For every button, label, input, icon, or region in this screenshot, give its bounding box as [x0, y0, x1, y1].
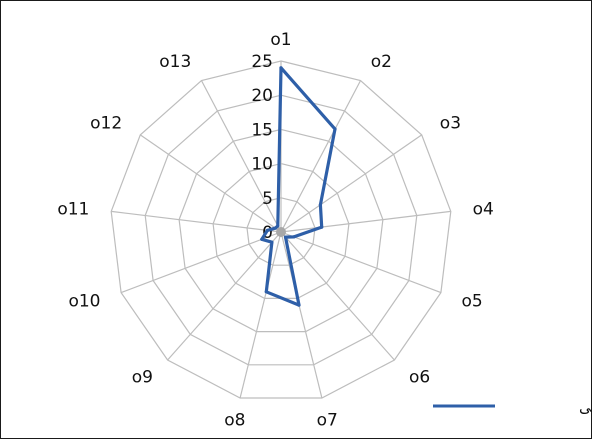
data-point: [265, 228, 269, 232]
data-point: [297, 303, 301, 307]
grid-ring: [144, 94, 418, 366]
category-label: o4: [473, 200, 494, 220]
data-point: [333, 127, 337, 131]
radial-tick-label: 5: [262, 189, 273, 209]
data-point: [320, 225, 324, 229]
category-label: o3: [440, 113, 461, 133]
center-marker: [276, 227, 286, 237]
grid-spoke: [167, 231, 282, 361]
grid-spoke: [111, 210, 282, 233]
data-point: [264, 290, 268, 294]
category-label: o13: [159, 52, 191, 72]
category-label: o2: [371, 52, 392, 72]
category-label: o12: [90, 113, 122, 133]
radial-tick-label: 25: [251, 52, 273, 72]
data-point: [276, 224, 280, 228]
grid-spoke: [139, 134, 282, 233]
category-label: o1: [270, 30, 291, 50]
grid-spoke: [280, 231, 442, 294]
grid-spoke: [280, 134, 423, 233]
data-point: [260, 237, 264, 241]
grid-spoke: [280, 210, 451, 233]
category-label: o10: [68, 291, 100, 311]
category-label: o5: [462, 291, 483, 311]
radial-tick-label: 20: [251, 86, 273, 106]
category-label: o6: [409, 368, 430, 388]
data-point: [292, 235, 296, 239]
category-label: o11: [57, 200, 89, 220]
radial-tick-label: 10: [251, 155, 273, 175]
radial-tick-label: 15: [251, 120, 273, 140]
data-point: [283, 235, 288, 239]
grid-spoke: [239, 231, 282, 399]
grid-ring: [246, 197, 316, 266]
category-label: o9: [132, 368, 153, 388]
data-point: [273, 226, 277, 230]
legend-label: وزن نهایی: [579, 398, 592, 416]
grid-spoke: [280, 231, 395, 361]
grid-ring: [178, 128, 384, 333]
grid-spoke: [280, 80, 362, 233]
category-label: o8: [224, 410, 245, 430]
grid-spoke: [200, 80, 282, 233]
grid-ring: [110, 60, 452, 399]
data-point: [270, 240, 274, 244]
grid-spoke: [120, 231, 282, 294]
data-point: [279, 66, 283, 70]
grid-spoke: [280, 231, 323, 399]
data-point: [318, 203, 322, 207]
category-label: o7: [317, 410, 338, 430]
